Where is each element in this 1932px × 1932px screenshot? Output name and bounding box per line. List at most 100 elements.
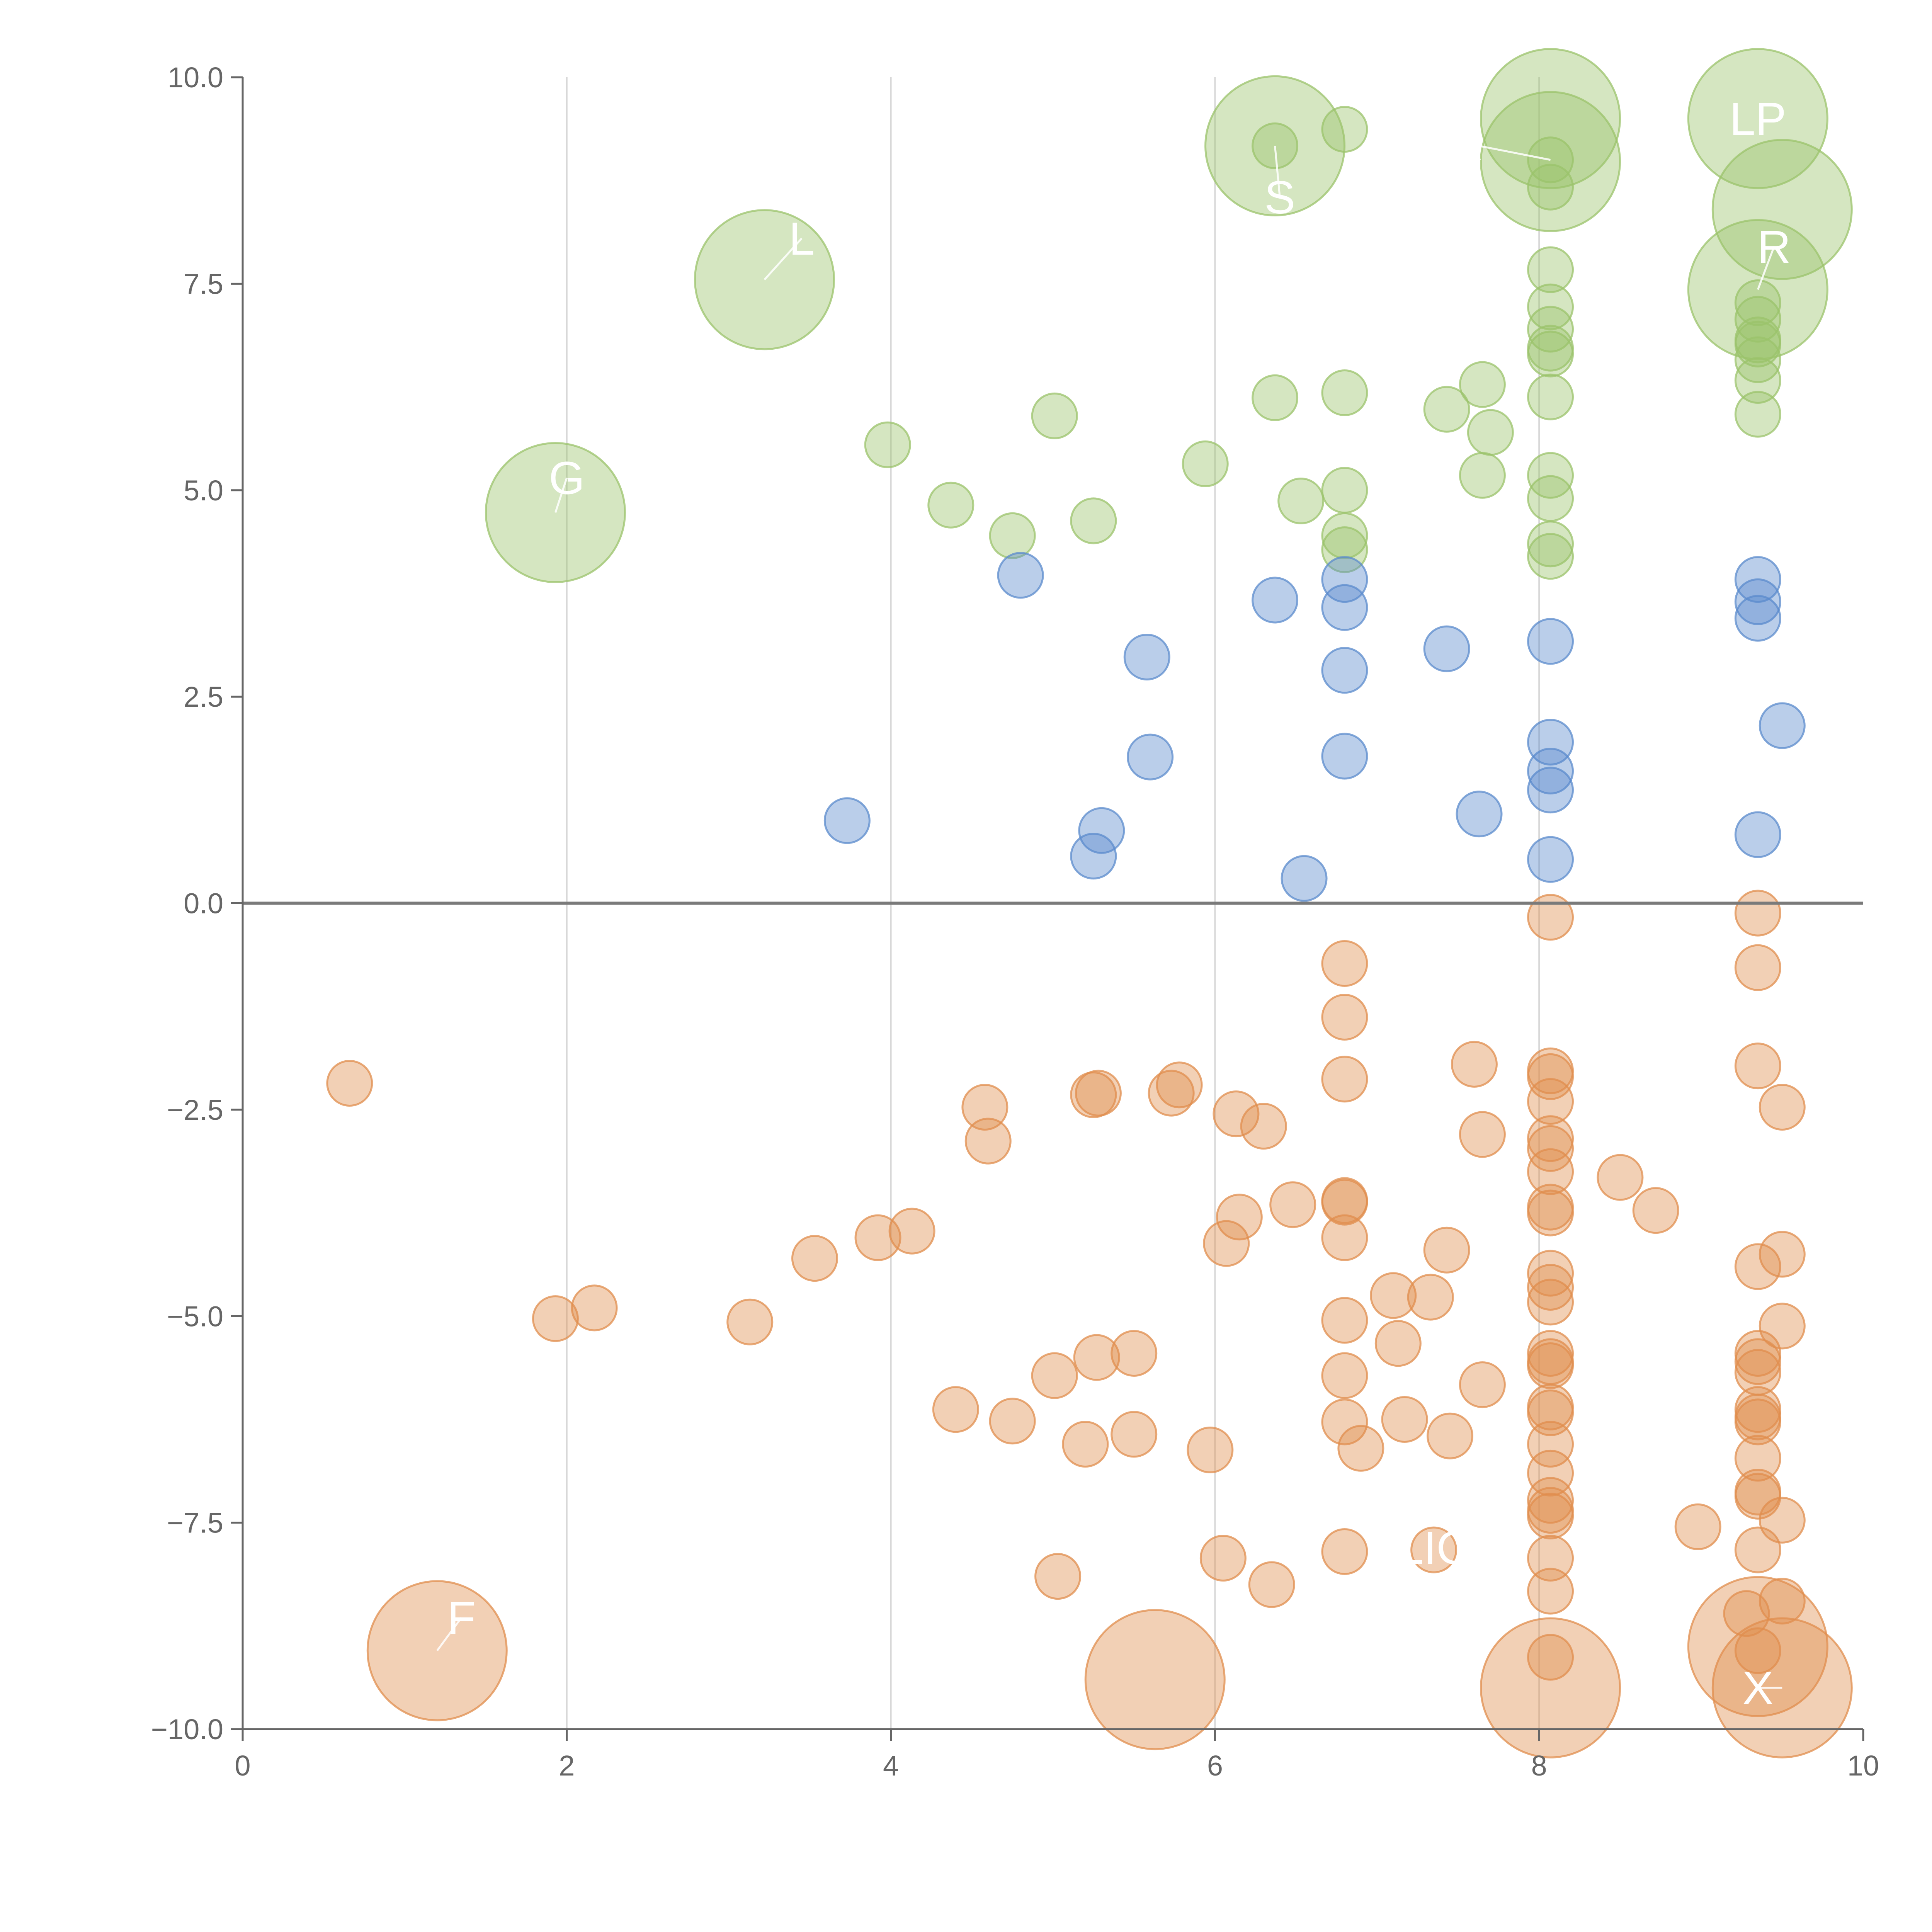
- bubble-label-text: L: [789, 213, 815, 265]
- orange-bubble: [1269, 1181, 1316, 1228]
- blue-bubble: [1252, 577, 1299, 624]
- orange-bubble: [1674, 1503, 1721, 1550]
- orange-bubble: [726, 1298, 774, 1345]
- orange-bubble: [1527, 894, 1574, 941]
- blue-bubble: [1321, 584, 1368, 631]
- bubble-label-text: LIC: [1398, 1522, 1470, 1574]
- orange-bubble: [1321, 993, 1368, 1041]
- orange-bubble: [1527, 1053, 1574, 1100]
- blue-bubble: [1281, 855, 1328, 902]
- orange-bubble: [571, 1284, 618, 1332]
- orange-bubble: [1527, 1078, 1574, 1125]
- orange-bubble: [1527, 1449, 1574, 1497]
- green-bubble: [1252, 374, 1299, 421]
- orange-bubble: [1734, 1526, 1781, 1573]
- orange-bubble: [1734, 1627, 1781, 1674]
- green-bubble: [1321, 512, 1368, 559]
- green-bubble: [1734, 279, 1781, 327]
- orange-bubble: [1527, 1115, 1574, 1162]
- bubble-label-text: G: [549, 452, 585, 504]
- blue-bubble: [1423, 625, 1470, 672]
- orange-bubble: [1459, 1111, 1506, 1158]
- orange-bubble: [1199, 1535, 1247, 1582]
- orange-bubble: [1597, 1154, 1644, 1201]
- y-tick-label: 2.5: [184, 681, 223, 713]
- green-bubble: [1031, 392, 1078, 439]
- green-bubble: [1480, 91, 1621, 232]
- orange-bubble: [1240, 1103, 1287, 1150]
- orange-bubble: [1723, 1590, 1770, 1637]
- orange-bubble: [1759, 1231, 1806, 1278]
- orange-bubble: [1632, 1187, 1679, 1234]
- green-bubble: [1527, 163, 1574, 211]
- orange-bubble: [989, 1398, 1036, 1445]
- blue-bubble: [1123, 634, 1170, 681]
- orange-bubble: [1321, 1056, 1368, 1103]
- orange-bubble: [1734, 1473, 1781, 1520]
- orange-bubble: [964, 1117, 1012, 1165]
- orange-bubble: [1410, 1526, 1458, 1573]
- orange-bubble: [1370, 1272, 1417, 1319]
- orange-bubble: [1527, 1421, 1574, 1468]
- orange-bubble: [1427, 1412, 1474, 1459]
- y-tick-label: 5.0: [184, 474, 223, 507]
- orange-bubble: [1111, 1411, 1158, 1458]
- green-bubble: [1734, 320, 1781, 367]
- orange-bubble: [1213, 1090, 1260, 1138]
- label-leader-line: [1757, 246, 1775, 290]
- green-bubble: [1734, 357, 1781, 404]
- green-bubble: [1734, 391, 1781, 438]
- label-leader-line: [764, 238, 803, 281]
- orange-bubble: [1111, 1330, 1158, 1377]
- orange-bubble: [1759, 1083, 1806, 1131]
- green-bubble: [1527, 475, 1574, 522]
- orange-bubble: [1337, 1425, 1384, 1472]
- orange-bubble: [1374, 1320, 1422, 1367]
- axes: 10.0 7.5 5.0 2.5 0.0 −2.5 −5.0 −7.5 −10.0 0 2 4 6 8 10: [151, 61, 1879, 1782]
- orange-bubble: [1527, 1493, 1574, 1540]
- green-bubble: [1711, 139, 1853, 280]
- x-tick-label: 2: [559, 1750, 575, 1782]
- x-tick-label: 6: [1207, 1750, 1223, 1782]
- orange-bubble: [1527, 1477, 1574, 1524]
- blue-bubble: [1321, 556, 1368, 603]
- orange-bubble: [1687, 1576, 1828, 1717]
- blue-bubble: [1527, 748, 1574, 794]
- orange-bubble: [1527, 1148, 1574, 1195]
- blue-bubble: [1527, 719, 1574, 766]
- x-tick-label: 10: [1847, 1750, 1879, 1782]
- orange-bubble: [1734, 1043, 1781, 1090]
- orange-bubble: [1381, 1396, 1428, 1443]
- orange-bubble: [1084, 1609, 1226, 1750]
- y-tick-label: −5.0: [167, 1300, 223, 1332]
- orange-bubble: [1321, 1398, 1368, 1446]
- orange-bubble: [1075, 1070, 1122, 1117]
- orange-bubble: [1527, 1264, 1574, 1311]
- y-tick-label: 0.0: [184, 888, 223, 920]
- x-tick-label: 4: [883, 1750, 899, 1782]
- green-bubble: [1277, 478, 1325, 525]
- green-bubble: [1321, 369, 1368, 417]
- orange-bubble: [1148, 1070, 1195, 1117]
- bubble-label-text: K: [1451, 118, 1481, 170]
- green-bubble: [927, 481, 975, 529]
- y-tick-label: 7.5: [184, 268, 223, 300]
- bubble-labels: LP K R S L G LIC F X: [436, 93, 1791, 1714]
- orange-bubble: [1321, 940, 1368, 987]
- blue-bubble: [1734, 578, 1781, 625]
- bubble-label-text: R: [1757, 221, 1791, 273]
- y-tick-label: −10.0: [151, 1713, 223, 1745]
- orange-bubble: [1070, 1071, 1117, 1118]
- green-bubble: [1459, 361, 1506, 408]
- orange-bubble: [1527, 1189, 1574, 1236]
- orange-bubble: [1248, 1561, 1295, 1608]
- orange-bubble: [1216, 1194, 1263, 1241]
- orange-bubble: [1407, 1274, 1454, 1321]
- green-bubble: [989, 512, 1036, 559]
- orange-bubble: [1321, 1179, 1368, 1226]
- x-tick-label: 8: [1531, 1750, 1547, 1782]
- y-tick-label: −7.5: [167, 1507, 223, 1539]
- orange-bubble: [932, 1386, 979, 1433]
- green-bubble: [1527, 373, 1574, 420]
